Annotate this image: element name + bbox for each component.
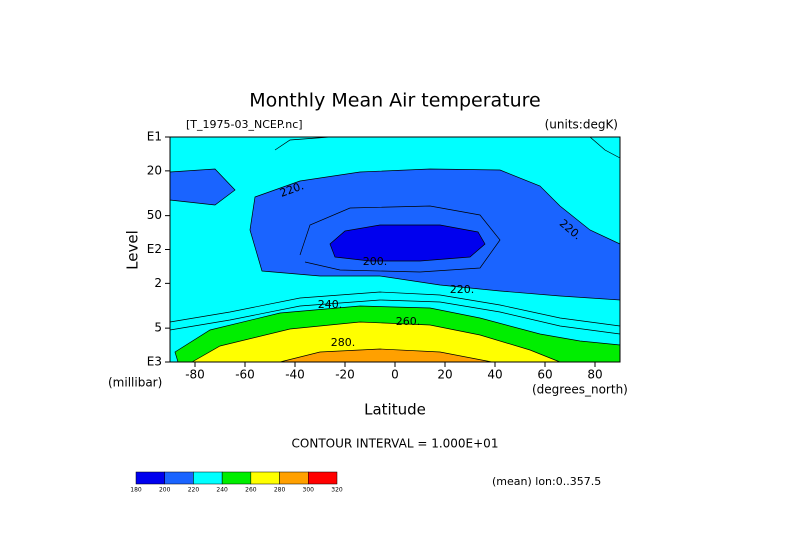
x-tick-label: 80 — [587, 368, 602, 382]
x-tick-label: 0 — [391, 368, 399, 382]
contour-band — [190, 321, 561, 363]
x-tick-label: 40 — [487, 368, 502, 382]
colorbar-label: 180 — [130, 487, 142, 494]
y-tick-label: 50 — [147, 208, 162, 222]
y-axis-title: Level — [124, 230, 142, 270]
contour-label: 240. — [318, 298, 343, 311]
y-tick-label: E2 — [147, 242, 162, 256]
contour-label: 260. — [396, 315, 421, 328]
y-units: (millibar) — [108, 376, 162, 390]
y-tick-label: 2 — [154, 276, 162, 290]
x-tick-label: -40 — [285, 368, 305, 382]
y-tick-label: 20 — [147, 163, 162, 177]
colorbar-label: 200 — [159, 487, 171, 494]
footnote: (mean) lon:0..357.5 — [492, 475, 601, 488]
colorbar-label: 240 — [216, 487, 228, 494]
colorbar-label: 280 — [274, 487, 286, 494]
colorbar-swatch — [193, 471, 223, 485]
colorbar-swatch — [164, 471, 194, 485]
contour-line — [274, 136, 331, 151]
dataset: [T_1975-03_NCEP.nc] — [186, 118, 303, 131]
colorbar-swatch — [279, 471, 309, 485]
colorbar-swatch — [221, 471, 252, 485]
y-tick-label: E1 — [147, 130, 162, 144]
colorbar-label: 300 — [303, 487, 315, 494]
contour-band — [329, 224, 486, 262]
contour-line — [299, 205, 501, 273]
contour-line — [169, 299, 621, 335]
x-axis-title: Latitude — [364, 401, 426, 419]
colorbar-swatch — [250, 471, 280, 485]
units: (units:degK) — [545, 118, 618, 132]
contour-line — [589, 136, 621, 159]
contour-label: 200. — [363, 255, 388, 268]
contour-line — [169, 291, 621, 327]
x-tick-label: -60 — [235, 368, 255, 382]
y-tick-label: 5 — [154, 321, 162, 335]
y-tick-label: E3 — [147, 355, 162, 369]
x-tick-label: 20 — [437, 368, 452, 382]
chart-title: Monthly Mean Air temperature — [249, 90, 540, 112]
x-tick-label: -20 — [335, 368, 355, 382]
contour-interval: CONTOUR INTERVAL = 1.000E+01 — [292, 437, 499, 451]
x-tick-label: 60 — [537, 368, 552, 382]
colorbar-swatch — [308, 471, 338, 485]
colorbar-swatch — [135, 471, 165, 485]
colorbar-label: 220 — [188, 487, 200, 494]
contour-label: 220. — [450, 283, 475, 296]
colorbar-label: 320 — [331, 487, 343, 494]
x-units: (degrees_north) — [532, 383, 628, 397]
x-tick-label: -80 — [185, 368, 205, 382]
colorbar-label: 260 — [245, 487, 257, 494]
contour-label: 280. — [331, 336, 356, 349]
